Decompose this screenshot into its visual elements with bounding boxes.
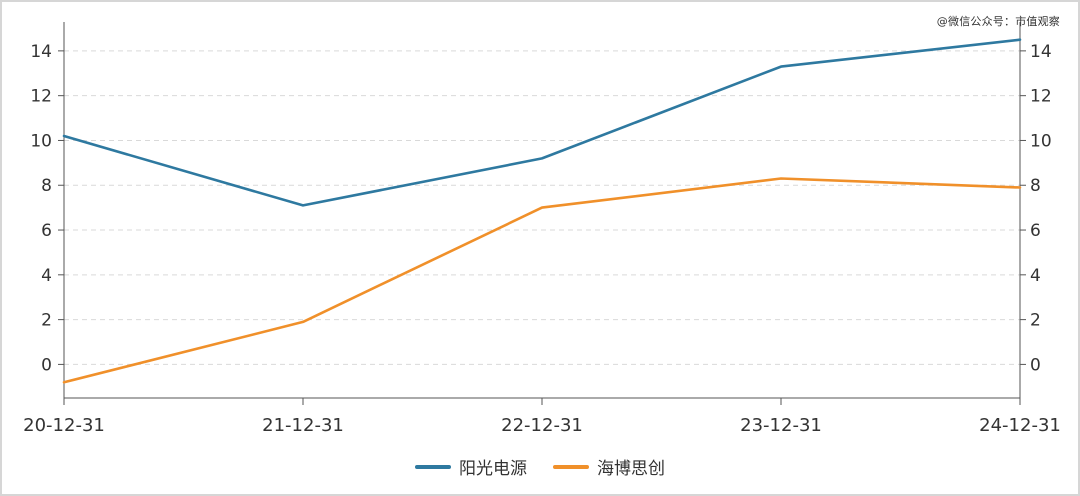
legend-label: 阳光电源 <box>459 459 527 479</box>
legend: 阳光电源 海博思创 <box>2 454 1078 479</box>
series-lines <box>62 38 1022 384</box>
y-tick-label-left: 4 <box>41 266 52 286</box>
series-line-2[interactable] <box>62 177 1022 384</box>
x-tick-label: 22-12-31 <box>501 415 583 436</box>
y-tick-label-right: 12 <box>1030 87 1052 107</box>
axes <box>58 22 1026 405</box>
y-tick-label-right: 14 <box>1030 42 1052 62</box>
line-chart: 0 0 2 2 4 4 6 6 8 8 10 10 12 12 14 14 20-12-31 21-12-31 22… <box>23 22 1061 436</box>
y-tick-label-right: 8 <box>1030 176 1041 196</box>
x-tick-label: 24-12-31 <box>979 415 1061 436</box>
series-line-1[interactable] <box>62 38 1022 207</box>
legend-label: 海博思创 <box>597 459 665 479</box>
y-tick-label-left: 12 <box>30 87 52 107</box>
legend-swatch <box>415 464 451 469</box>
grid-lines <box>64 50 1020 365</box>
y-tick-label-left: 0 <box>41 355 52 375</box>
x-tick-label: 20-12-31 <box>23 415 105 436</box>
y-tick-label-right: 6 <box>1030 221 1041 241</box>
legend-swatch <box>553 464 589 469</box>
y-tick-label-left: 8 <box>41 176 52 196</box>
x-tick-label: 21-12-31 <box>262 415 344 436</box>
y-tick-label-left: 2 <box>41 311 52 331</box>
y-tick-label-left: 6 <box>41 221 52 241</box>
tick-labels: 0 0 2 2 4 4 6 6 8 8 10 10 12 12 14 14 20-12-31 21-12-31 22… <box>23 42 1061 436</box>
y-tick-label-right: 2 <box>1030 311 1041 331</box>
legend-item-series-2[interactable]: 海博思创 <box>553 454 665 479</box>
y-tick-label-left: 14 <box>30 42 52 62</box>
y-tick-label-left: 10 <box>30 131 52 151</box>
y-tick-label-right: 4 <box>1030 266 1041 286</box>
y-tick-label-right: 0 <box>1030 355 1041 375</box>
y-tick-label-right: 10 <box>1030 131 1052 151</box>
x-tick-label: 23-12-31 <box>740 415 822 436</box>
legend-item-series-1[interactable]: 阳光电源 <box>415 454 527 479</box>
watermark: @微信公众号：市值观察 <box>936 15 1060 28</box>
